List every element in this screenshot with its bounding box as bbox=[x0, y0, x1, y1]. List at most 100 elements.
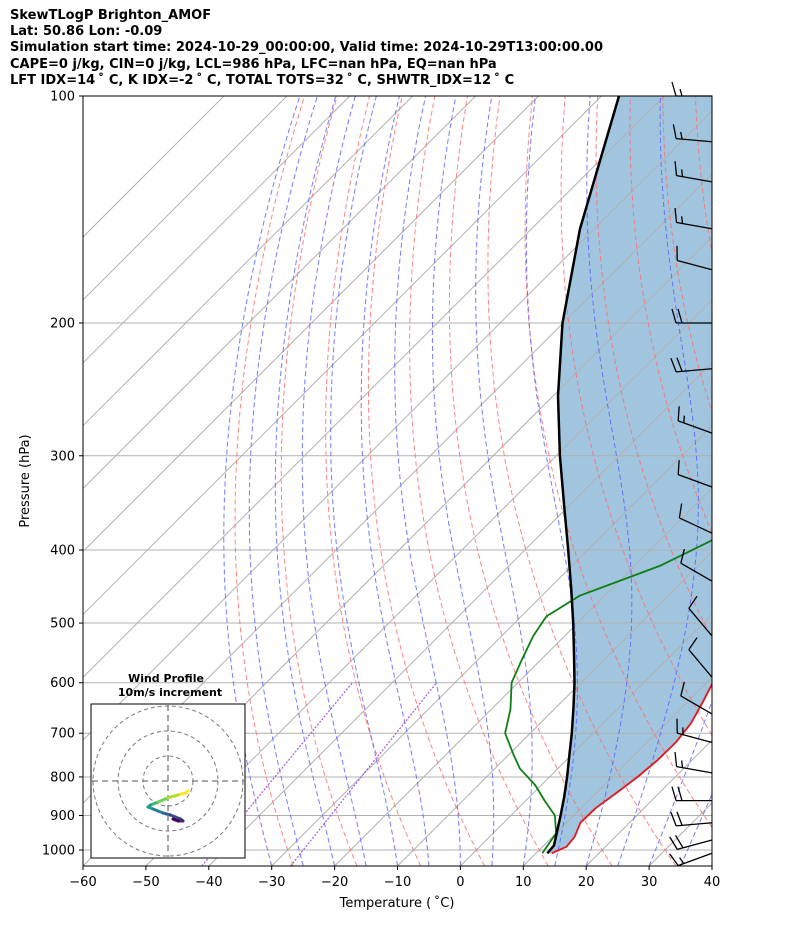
dry-adiabat-line bbox=[524, 96, 712, 829]
wind-barb bbox=[678, 503, 713, 534]
isotherm-line bbox=[397, 550, 712, 866]
y-tick-label: 1000 bbox=[42, 844, 75, 859]
time-line: Simulation start time: 2024-10-29_00:00:… bbox=[10, 40, 603, 56]
moist-adiabat-line bbox=[475, 96, 533, 866]
hodograph-segment bbox=[171, 817, 180, 823]
mixing-ratio-line bbox=[201, 682, 353, 866]
x-tick-label: 40 bbox=[704, 875, 721, 890]
dry-adiabat-line bbox=[560, 96, 712, 737]
dry-adiabat-line bbox=[367, 96, 485, 866]
moist-adiabat-line bbox=[585, 96, 633, 866]
isotherm-line bbox=[83, 96, 414, 427]
x-tick-label: −30 bbox=[258, 875, 285, 890]
moist-adiabat-line bbox=[648, 699, 712, 866]
y-tick-label: 800 bbox=[50, 770, 75, 785]
stability-indices-line: LFT IDX=14 ˚ C, K IDX=-2 ˚ C, TOTAL TOTS… bbox=[10, 72, 515, 88]
x-tick-label: −60 bbox=[69, 875, 96, 890]
isotherm-line bbox=[83, 96, 351, 364]
y-tick-label: 100 bbox=[50, 90, 75, 105]
x-tick-label: −40 bbox=[195, 875, 222, 890]
dewpoint-line bbox=[504, 539, 712, 854]
isotherm-line bbox=[83, 96, 288, 301]
hodograph-title: Wind Profile bbox=[128, 672, 204, 685]
moist-adiabat-line bbox=[360, 96, 430, 866]
wind-barb bbox=[670, 357, 713, 373]
isotherm-line bbox=[460, 613, 712, 866]
wind-barb bbox=[688, 595, 713, 637]
moist-adiabat-line bbox=[744, 96, 794, 866]
isotherm-line bbox=[334, 487, 712, 866]
wind-barb bbox=[680, 681, 713, 715]
sounding-series bbox=[504, 96, 712, 855]
dry-adiabat-line bbox=[409, 96, 549, 866]
isotherm-line bbox=[83, 96, 225, 238]
isotherm-line bbox=[83, 110, 712, 741]
location-line: Lat: 50.86 Lon: -0.09 bbox=[10, 24, 163, 40]
x-tick-label: 10 bbox=[515, 875, 532, 890]
x-tick-label: 0 bbox=[456, 875, 464, 890]
wind-barb bbox=[674, 161, 713, 183]
dry-adiabat-line bbox=[728, 96, 794, 866]
plot-area bbox=[83, 96, 794, 866]
moist-adiabat-line bbox=[775, 96, 794, 866]
isotherm-line bbox=[522, 676, 712, 866]
wind-barb bbox=[676, 245, 713, 271]
x-tick-label: 20 bbox=[578, 875, 595, 890]
wind-barb bbox=[688, 637, 713, 678]
y-axis: 1000 900 800 700 600 500 400 300 200 100 bbox=[42, 90, 83, 859]
chart-header: SkewTLogP Brighton_AMOF Lat: 50.86 Lon: … bbox=[10, 8, 603, 89]
x-tick-label: −20 bbox=[321, 875, 348, 890]
wind-barb bbox=[677, 460, 713, 488]
shaded-region bbox=[547, 96, 712, 854]
x-tick-label: −10 bbox=[384, 875, 411, 890]
isotherm-line bbox=[83, 96, 539, 553]
dry-adiabat-line bbox=[280, 96, 358, 866]
moist-adiabat-line bbox=[525, 96, 578, 866]
x-tick-label: 30 bbox=[641, 875, 658, 890]
hodograph-inset: Wind Profile 10m/s increment bbox=[90, 672, 246, 859]
x-axis: −60 −50 −40 −30 −20 −10 0 10 20 30 40 bbox=[69, 866, 720, 890]
x-tick-label: −50 bbox=[132, 875, 159, 890]
isotherm-line bbox=[711, 865, 712, 866]
dry-adiabat-line bbox=[662, 96, 712, 414]
y-tick-label: 200 bbox=[50, 316, 75, 331]
wind-barbs bbox=[669, 81, 713, 867]
parcel-line bbox=[546, 96, 621, 855]
wind-barb bbox=[672, 124, 713, 143]
y-axis-label: Pressure (hPa) bbox=[18, 434, 33, 527]
wind-barb bbox=[669, 852, 713, 867]
mixing-ratio-line bbox=[290, 682, 437, 866]
temperature-line bbox=[551, 682, 712, 855]
moist-adiabat-line bbox=[431, 96, 495, 866]
isotherm-line bbox=[83, 96, 602, 616]
moist-adiabat-line bbox=[394, 96, 461, 866]
moist-adiabat-line bbox=[680, 792, 712, 866]
x-axis-label: Temperature ( ˚C) bbox=[339, 895, 455, 911]
isotherm-line bbox=[83, 96, 665, 679]
y-tick-label: 900 bbox=[50, 809, 75, 824]
wind-barb bbox=[676, 718, 713, 744]
moist-adiabat-line bbox=[330, 96, 398, 866]
wind-barb bbox=[671, 786, 712, 802]
parcel-temperature-fill bbox=[547, 96, 712, 854]
hodograph-subtitle: 10m/s increment bbox=[118, 686, 222, 699]
hodograph-plot bbox=[92, 705, 244, 857]
dry-adiabat-line bbox=[487, 96, 677, 866]
isotherm-line bbox=[145, 299, 712, 866]
wind-barb bbox=[680, 548, 713, 582]
dry-adiabat-line bbox=[325, 96, 422, 866]
wind-barb bbox=[671, 308, 712, 324]
y-tick-label: 300 bbox=[50, 449, 75, 464]
wind-barb bbox=[671, 81, 712, 97]
dry-adiabat-line bbox=[448, 96, 613, 866]
y-tick-label: 500 bbox=[50, 617, 75, 632]
wind-barb bbox=[674, 207, 713, 230]
dry-adiabat-line bbox=[595, 96, 712, 640]
convective-indices-line: CAPE=0 j/kg, CIN=0 j/kg, LCL=986 hPa, LF… bbox=[10, 56, 497, 72]
dry-adiabat-line bbox=[761, 96, 794, 866]
dry-adiabat-line bbox=[234, 96, 305, 866]
wind-barb bbox=[670, 811, 713, 827]
moist-adiabat-line bbox=[301, 96, 367, 866]
y-tick-label: 600 bbox=[50, 676, 75, 691]
